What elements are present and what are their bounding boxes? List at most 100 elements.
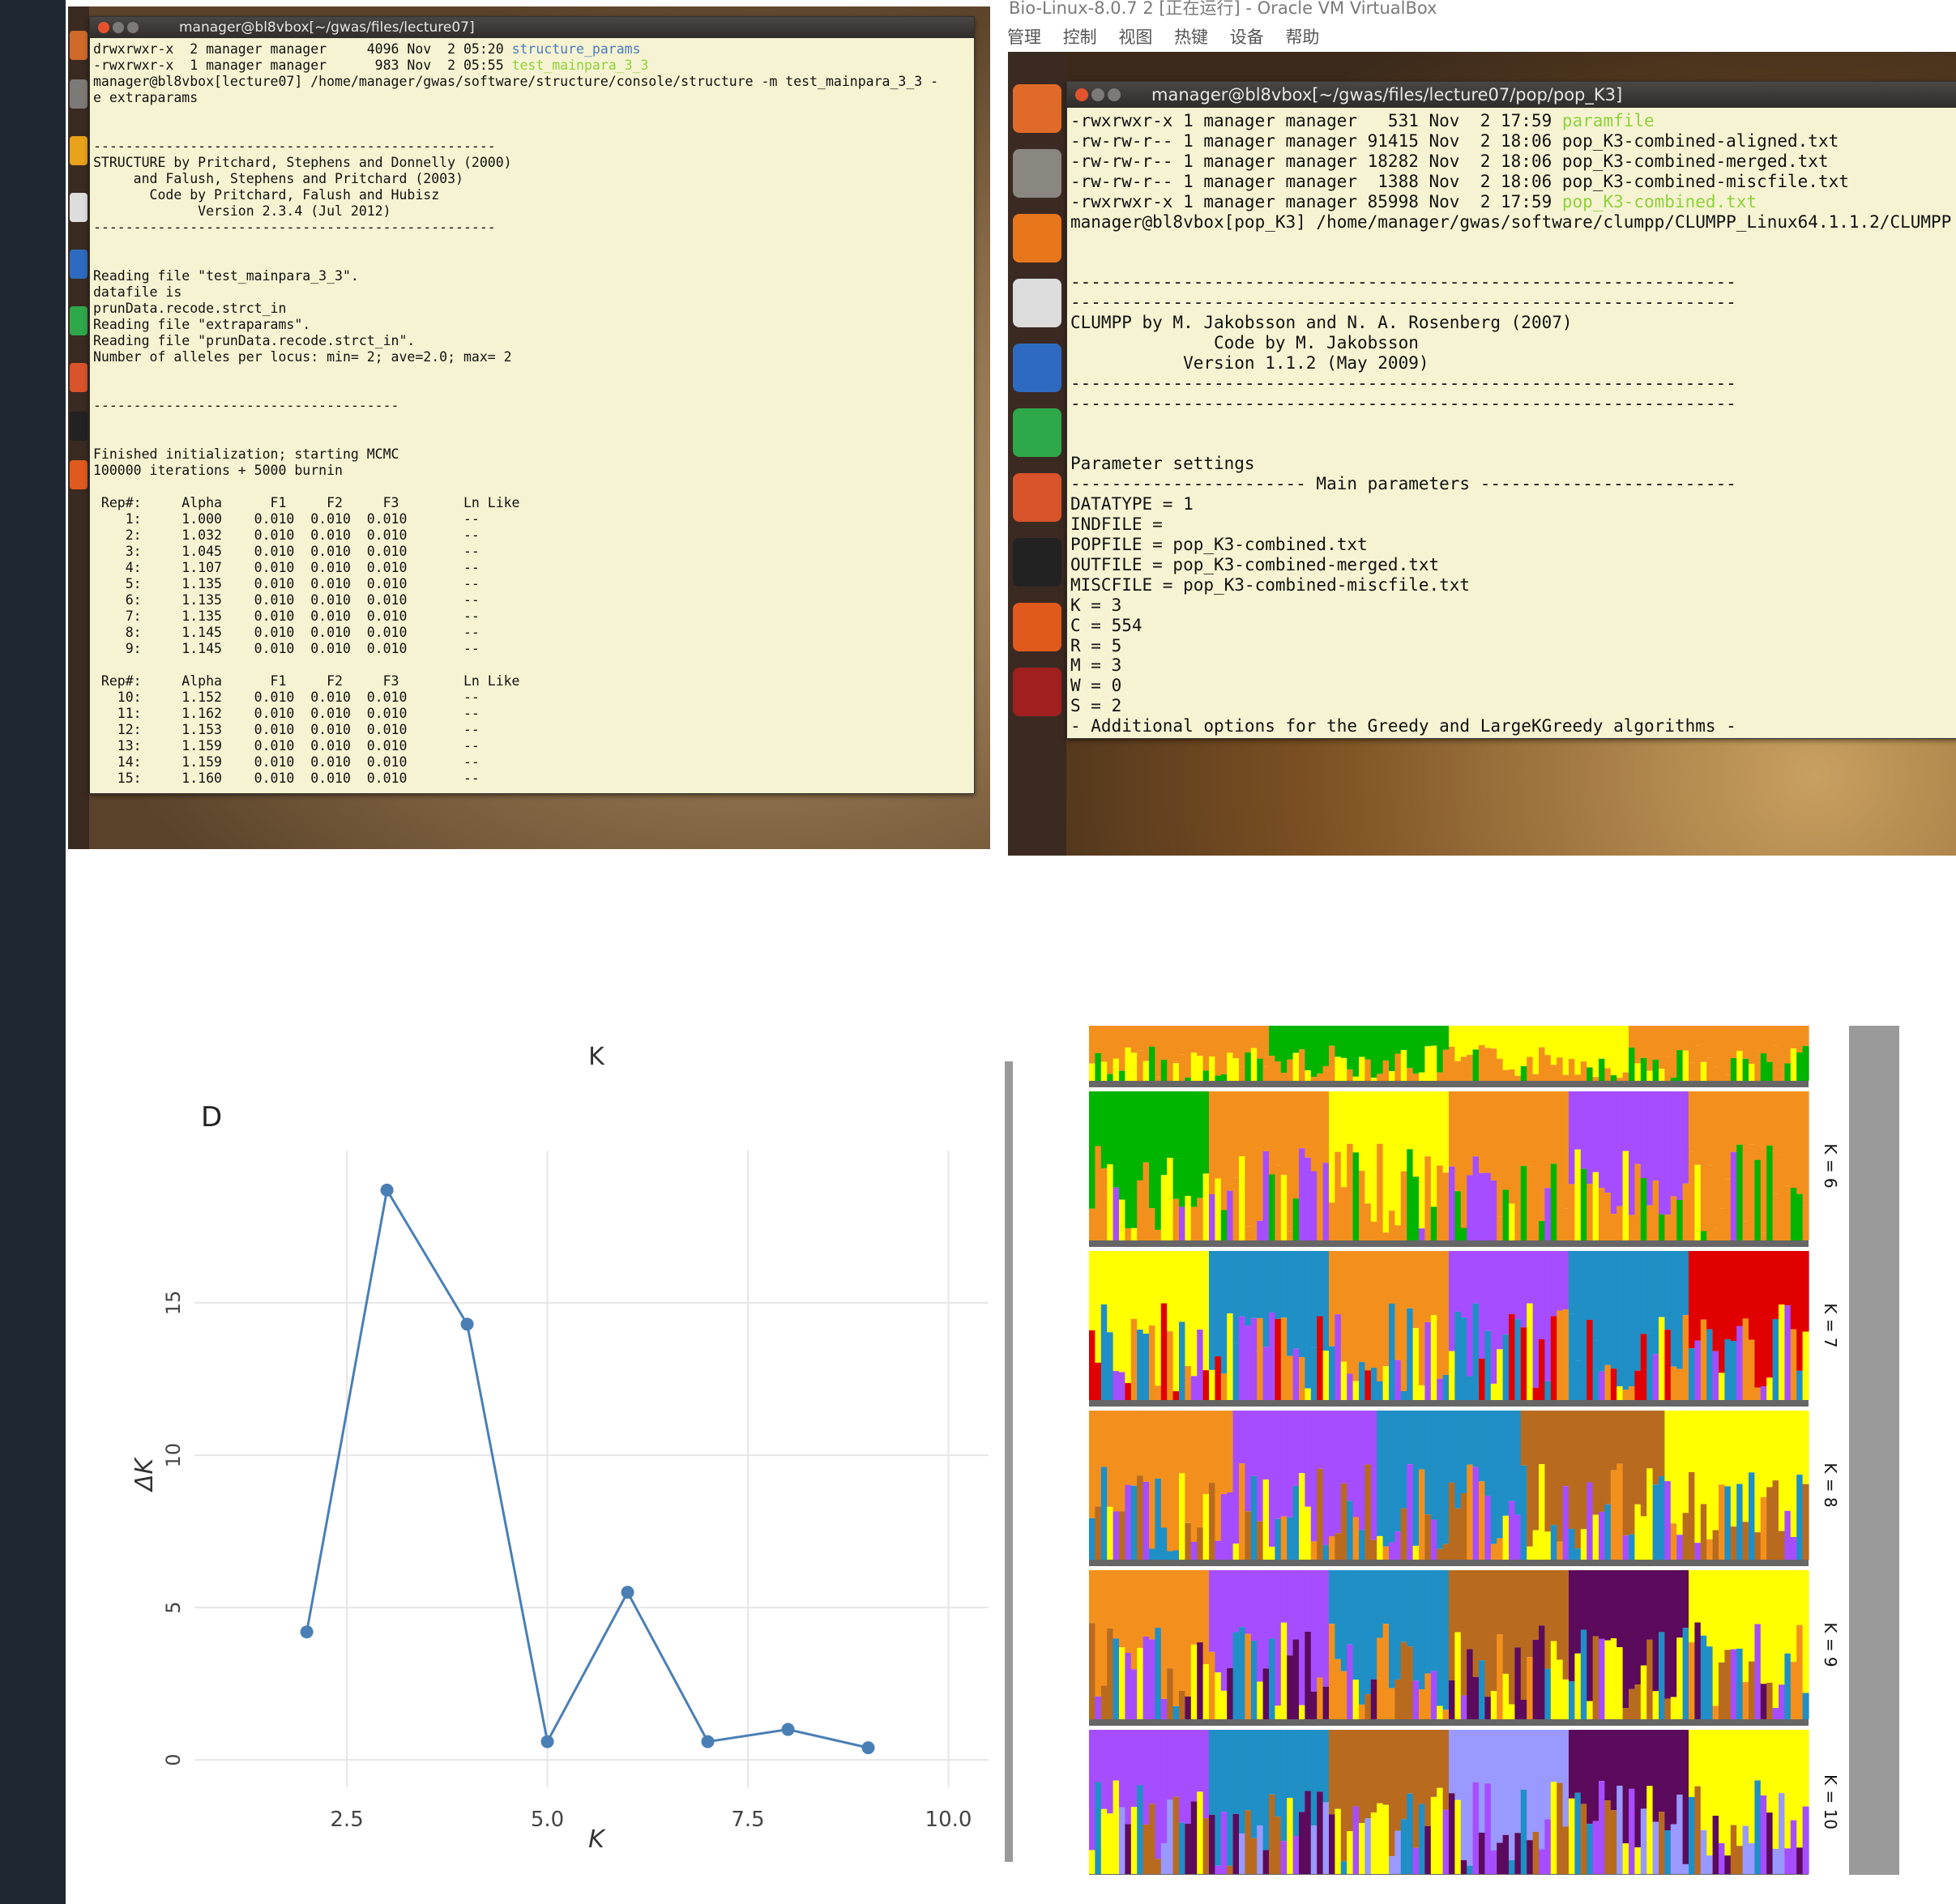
membership-bar xyxy=(1365,1570,1372,1695)
membership-bar xyxy=(1227,1570,1234,1668)
membership-bar xyxy=(1262,1730,1270,1851)
membership-bar xyxy=(1089,1091,1095,1209)
membership-bar xyxy=(1412,1680,1420,1719)
membership-bar xyxy=(1724,1091,1732,1180)
membership-bar xyxy=(1280,1516,1288,1560)
menu-item[interactable]: 热键 xyxy=(1174,28,1209,47)
minimize-icon[interactable] xyxy=(1091,88,1104,101)
launcher-icon[interactable] xyxy=(1013,149,1061,198)
launcher-icon[interactable] xyxy=(1013,408,1061,457)
membership-bar xyxy=(1497,1538,1504,1560)
launcher-icon[interactable] xyxy=(70,79,88,109)
membership-bar xyxy=(1479,1832,1485,1874)
membership-bar xyxy=(1245,1810,1252,1874)
x-tick-label: 10.0 xyxy=(925,1808,972,1832)
membership-bar xyxy=(1239,1730,1245,1834)
membership-bar xyxy=(1454,1061,1462,1081)
membership-bar xyxy=(1646,1411,1654,1469)
membership-bar xyxy=(1527,1091,1534,1167)
menu-item[interactable]: 控制 xyxy=(1062,28,1097,47)
launcher-icon[interactable] xyxy=(1013,473,1061,522)
launcher-icon[interactable] xyxy=(70,412,88,441)
membership-bar xyxy=(1779,1570,1785,1685)
membership-bar xyxy=(1370,1078,1377,1081)
launcher-icon[interactable] xyxy=(1013,344,1061,392)
admixture-panel: K = 6 xyxy=(1089,1091,1840,1247)
menu-item[interactable]: 视图 xyxy=(1118,28,1153,47)
terminal-window-clumpp[interactable]: manager@bl8vbox[~/gwas/files/lecture07/p… xyxy=(1066,81,1956,739)
membership-bar xyxy=(1269,1570,1275,1639)
membership-bar xyxy=(1779,1793,1785,1874)
membership-bar xyxy=(1569,1798,1575,1874)
membership-bar xyxy=(1634,1411,1642,1505)
minimize-icon[interactable] xyxy=(113,22,124,33)
membership-bar xyxy=(1299,1148,1305,1240)
membership-bar xyxy=(1604,1730,1612,1801)
launcher-icon[interactable] xyxy=(70,250,88,279)
terminal-window-structure[interactable]: manager@bl8vbox[~/gwas/files/lecture07] … xyxy=(89,16,975,794)
membership-bar xyxy=(1287,1355,1294,1400)
maximize-icon[interactable] xyxy=(1108,88,1121,101)
membership-bar xyxy=(1520,1465,1527,1560)
launcher-icon[interactable] xyxy=(1013,279,1061,327)
membership-bar xyxy=(1292,1251,1300,1349)
membership-bar xyxy=(1305,1157,1312,1240)
membership-bar xyxy=(1262,1091,1270,1151)
membership-bar xyxy=(1616,1026,1624,1078)
membership-bar xyxy=(1532,1091,1540,1183)
membership-bar xyxy=(1730,1411,1737,1527)
membership-bar xyxy=(1095,1052,1102,1081)
maximize-icon[interactable] xyxy=(127,22,139,33)
membership-bar xyxy=(1209,1814,1215,1874)
panel-k-label: K = 10 xyxy=(1821,1774,1840,1829)
menu-item[interactable]: 帮助 xyxy=(1285,28,1320,47)
close-icon[interactable] xyxy=(1075,88,1088,101)
launcher-icon[interactable] xyxy=(1013,214,1061,263)
launcher-icon[interactable] xyxy=(70,136,88,165)
clipped-title-fragment: K xyxy=(588,1045,605,1071)
membership-bar xyxy=(1742,1570,1749,1683)
membership-bar xyxy=(1587,1411,1594,1483)
launcher-icon[interactable] xyxy=(1013,668,1061,716)
membership-bar xyxy=(1167,1730,1174,1800)
membership-bar xyxy=(1119,1730,1125,1808)
membership-bar xyxy=(1502,1069,1510,1081)
membership-bar xyxy=(1449,1091,1455,1167)
launcher-icon[interactable] xyxy=(1013,84,1061,133)
sample-tick-strip xyxy=(1089,1240,1809,1247)
launcher-icon[interactable] xyxy=(70,306,88,335)
membership-bar xyxy=(1329,1202,1335,1240)
membership-bar xyxy=(1107,1411,1114,1507)
launcher-icon[interactable] xyxy=(70,31,88,60)
launcher-icon[interactable] xyxy=(1013,538,1061,587)
membership-bar xyxy=(1532,1387,1540,1400)
membership-bar xyxy=(1484,1730,1492,1784)
menu-item[interactable]: 管理 xyxy=(1007,28,1041,47)
membership-bar xyxy=(1730,1730,1737,1825)
membership-bar xyxy=(1322,1163,1330,1240)
membership-bar xyxy=(1479,1660,1485,1719)
membership-bar xyxy=(1467,1054,1474,1081)
membership-bar xyxy=(1472,1466,1480,1560)
membership-bar xyxy=(1269,1794,1275,1874)
membership-bar xyxy=(1299,1026,1305,1050)
membership-bar xyxy=(1736,1051,1744,1081)
membership-bar xyxy=(1569,1251,1575,1314)
close-icon[interactable] xyxy=(98,22,109,33)
membership-bar xyxy=(1479,1044,1485,1081)
membership-bar xyxy=(1646,1570,1654,1640)
launcher-icon[interactable] xyxy=(70,460,88,489)
launcher-icon[interactable] xyxy=(70,363,88,392)
membership-bar xyxy=(1340,1057,1347,1081)
launcher-icon[interactable] xyxy=(70,193,88,222)
membership-bar xyxy=(1107,1570,1114,1629)
menu-item[interactable]: 设备 xyxy=(1229,28,1264,47)
membership-bar xyxy=(1509,1251,1515,1315)
membership-bar xyxy=(1275,1705,1282,1719)
launcher-icon[interactable] xyxy=(1013,603,1061,651)
membership-bar xyxy=(1544,1668,1552,1719)
membership-bar xyxy=(1257,1026,1264,1059)
membership-bar xyxy=(1784,1848,1792,1874)
ls-prefix: drwxrwxr-x 2 manager manager 4096 Nov 2 … xyxy=(93,41,512,57)
